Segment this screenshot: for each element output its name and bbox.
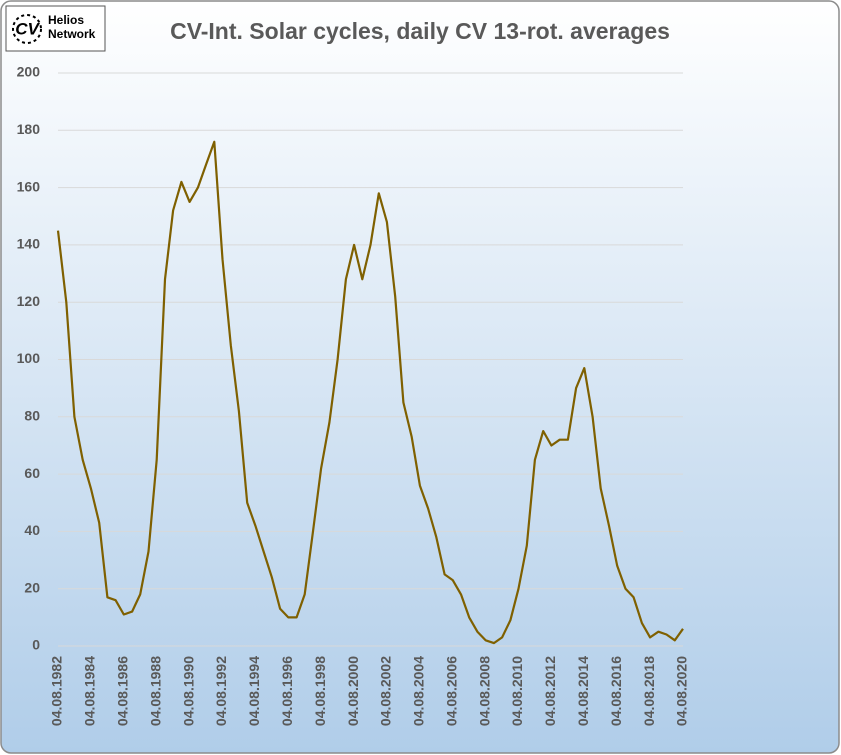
x-tick-label: 04.08.2006 <box>443 656 459 726</box>
y-tick-label: 160 <box>17 178 41 194</box>
y-tick-label: 40 <box>24 522 40 538</box>
x-tick-label: 04.08.1982 <box>49 656 65 726</box>
x-tick-label: 04.08.1984 <box>82 656 98 726</box>
y-tick-label: 200 <box>17 64 41 80</box>
logo-mark: CV <box>15 19 40 38</box>
x-tick-label: 04.08.2018 <box>641 656 657 726</box>
x-tick-label: 04.08.2014 <box>575 656 591 726</box>
y-tick-label: 20 <box>24 579 40 595</box>
x-tick-label: 04.08.1994 <box>246 656 262 726</box>
logo-text: Network <box>48 27 96 41</box>
x-tick-label: 04.08.2004 <box>411 656 427 726</box>
x-tick-label: 04.08.2000 <box>345 656 361 726</box>
x-tick-label: 04.08.1992 <box>213 656 229 726</box>
logo: CV Helios Network <box>5 5 106 52</box>
x-tick-label: 04.08.2012 <box>542 656 558 726</box>
x-tick-label: 04.08.1998 <box>312 656 328 726</box>
x-tick-label: 04.08.2008 <box>476 656 492 726</box>
x-tick-label: 04.08.2010 <box>509 656 525 726</box>
data-line <box>56 140 684 645</box>
x-tick-label: 04.08.1996 <box>279 656 295 726</box>
y-tick-label: 80 <box>24 408 40 424</box>
logo-text: Helios <box>48 13 84 27</box>
y-tick-label: 120 <box>17 293 41 309</box>
logo-box <box>5 5 106 52</box>
y-tick-label: 180 <box>17 121 41 137</box>
x-tick-label: 04.08.1990 <box>180 656 196 726</box>
x-tick-label: 04.08.2020 <box>674 656 690 726</box>
y-tick-label: 100 <box>17 350 41 366</box>
y-tick-label: 60 <box>24 465 40 481</box>
x-tick-label: 04.08.1986 <box>114 656 130 726</box>
x-tick-label: 04.08.2002 <box>378 656 394 726</box>
y-tick-label: 140 <box>17 236 41 252</box>
logo-sun <box>12 14 42 44</box>
x-tick-label: 04.08.2016 <box>608 656 624 726</box>
chart-title: CV-Int. Solar cycles, daily CV 13-rot. a… <box>170 18 670 44</box>
x-tick-label: 04.08.1988 <box>147 656 163 726</box>
y-tick-label: 0 <box>32 637 40 653</box>
